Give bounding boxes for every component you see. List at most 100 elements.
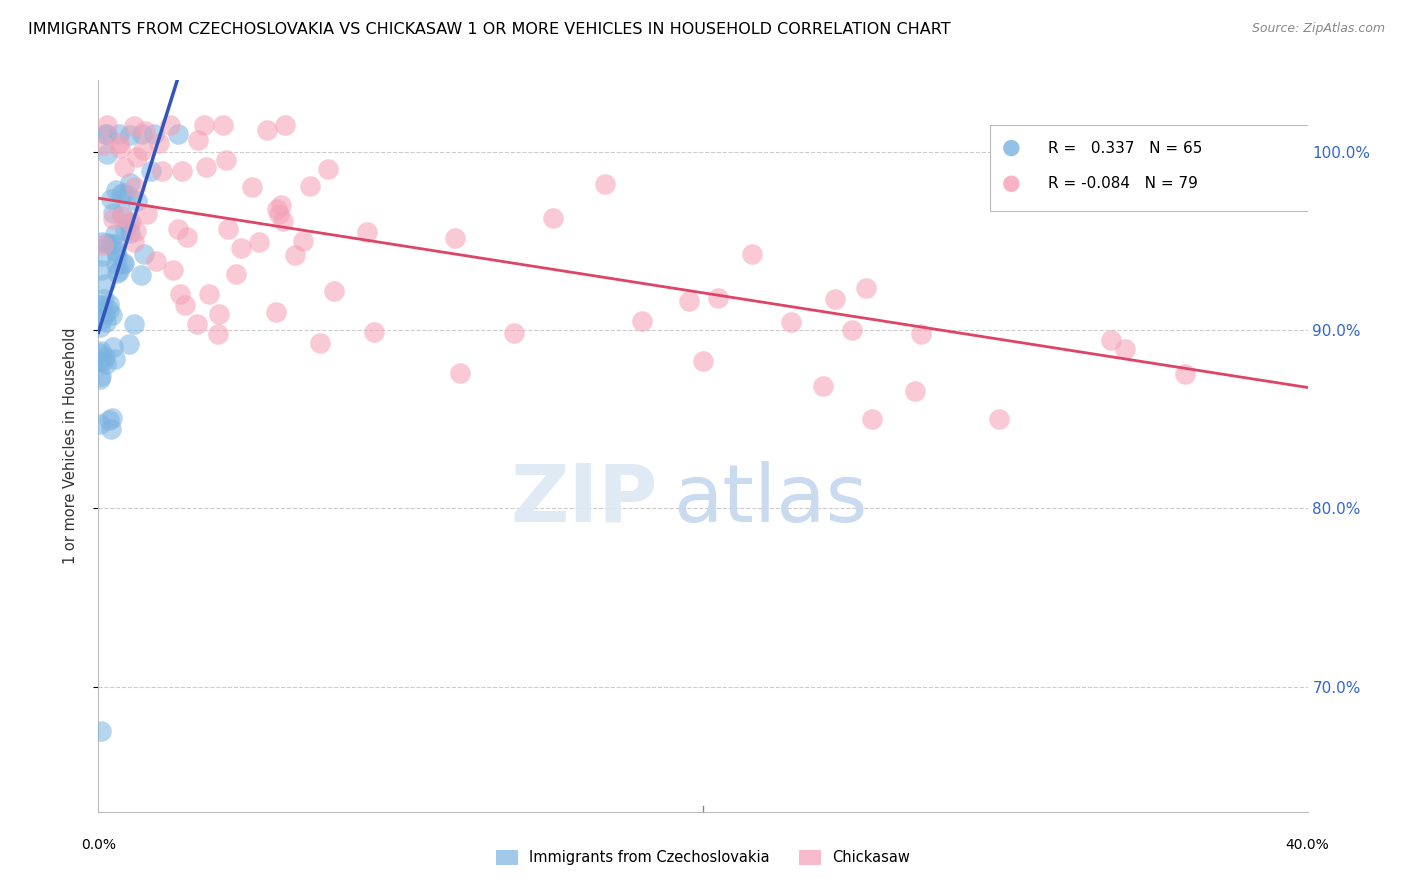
Point <box>100 422 122 436</box>
Point <box>298 178 321 193</box>
Point <box>101 308 124 322</box>
Point <box>855 281 877 295</box>
Point <box>96 235 118 250</box>
Point <box>96 147 118 161</box>
Text: 40.0%: 40.0% <box>1285 838 1330 853</box>
Point <box>267 207 290 221</box>
Point <box>741 246 763 260</box>
Point <box>214 153 236 167</box>
Point <box>101 340 124 354</box>
Point <box>93 292 115 306</box>
Point <box>166 222 188 236</box>
Point <box>118 176 141 190</box>
Point <box>89 320 111 334</box>
Point <box>97 297 120 311</box>
Point <box>101 205 124 219</box>
Point <box>139 164 162 178</box>
Point <box>90 235 112 249</box>
Point <box>114 223 136 237</box>
Point <box>129 268 152 282</box>
Point <box>120 226 142 240</box>
Point <box>1114 342 1136 356</box>
Text: R = -0.084   N = 79: R = -0.084 N = 79 <box>1047 177 1198 191</box>
Point <box>692 354 714 368</box>
Text: ZIP: ZIP <box>510 460 658 539</box>
Point <box>1281 136 1303 150</box>
Point <box>143 127 166 141</box>
Point <box>96 118 118 132</box>
Point <box>101 411 124 425</box>
Point <box>122 317 145 331</box>
Text: Source: ZipAtlas.com: Source: ZipAtlas.com <box>1251 22 1385 36</box>
Point <box>170 164 193 178</box>
Point <box>125 224 148 238</box>
Point <box>270 198 292 212</box>
Point <box>90 344 112 359</box>
Point <box>94 277 117 292</box>
Point <box>108 264 131 278</box>
Point <box>90 724 112 739</box>
Point <box>110 186 132 201</box>
Point <box>124 180 146 194</box>
Point <box>444 231 467 245</box>
Point <box>104 351 127 366</box>
Point <box>904 384 927 399</box>
FancyBboxPatch shape <box>990 125 1398 211</box>
Point <box>824 292 846 306</box>
Point <box>94 307 117 321</box>
Point <box>987 412 1010 426</box>
Point <box>145 254 167 268</box>
Point <box>91 298 114 312</box>
Point <box>217 221 239 235</box>
Point <box>127 194 149 208</box>
Point <box>107 127 129 141</box>
Point <box>89 417 111 432</box>
Point <box>1174 367 1197 381</box>
Text: IMMIGRANTS FROM CZECHOSLOVAKIA VS CHICKASAW 1 OR MORE VEHICLES IN HOUSEHOLD CORR: IMMIGRANTS FROM CZECHOSLOVAKIA VS CHICKA… <box>28 22 950 37</box>
Point <box>356 225 378 239</box>
Point <box>94 351 117 365</box>
Point <box>910 327 932 342</box>
Point <box>108 141 131 155</box>
Point <box>193 118 215 132</box>
Point <box>114 160 136 174</box>
Point <box>104 227 127 242</box>
Point <box>308 336 330 351</box>
Point <box>124 235 146 249</box>
Point <box>207 327 229 342</box>
Point <box>176 229 198 244</box>
Point <box>593 177 616 191</box>
Point <box>91 238 114 252</box>
Point <box>111 209 134 223</box>
Point <box>91 312 114 326</box>
Point <box>111 207 134 221</box>
Point <box>1000 177 1022 191</box>
Point <box>100 237 122 252</box>
Y-axis label: 1 or more Vehicles in Household: 1 or more Vehicles in Household <box>63 327 77 565</box>
Point <box>271 214 294 228</box>
Point <box>104 183 127 197</box>
Text: atlas: atlas <box>672 460 868 539</box>
Point <box>98 412 121 426</box>
Point <box>87 346 110 360</box>
Point <box>169 286 191 301</box>
Point <box>134 124 156 138</box>
Point <box>167 127 190 141</box>
Point <box>197 286 219 301</box>
Point <box>208 307 231 321</box>
Point <box>284 248 307 262</box>
Point <box>225 268 247 282</box>
Point <box>449 366 471 380</box>
Point <box>108 136 131 150</box>
Point <box>105 266 128 280</box>
Point <box>173 298 195 312</box>
Point <box>89 372 111 386</box>
Point <box>707 291 730 305</box>
Point <box>1099 333 1122 347</box>
Point <box>187 133 209 147</box>
Point <box>860 412 883 426</box>
Point <box>89 353 111 368</box>
Point <box>247 235 270 249</box>
Point <box>678 293 700 308</box>
Point <box>1000 141 1022 155</box>
